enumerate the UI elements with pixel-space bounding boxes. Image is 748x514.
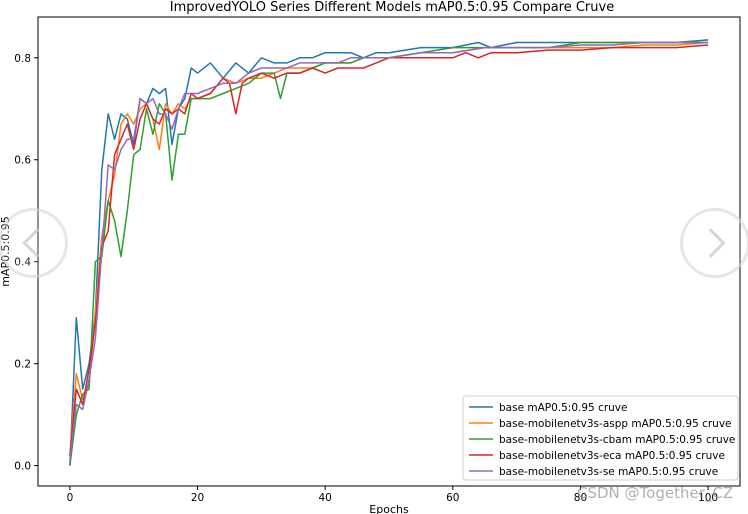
legend-entry-label: base mAP0.5:0.95 cruve xyxy=(499,402,627,414)
x-tick-label: 40 xyxy=(318,492,331,504)
legend-box xyxy=(462,395,739,481)
x-tick-label: 60 xyxy=(446,492,459,504)
x-tick-label: 100 xyxy=(698,492,718,504)
legend-entry-label: base-mobilenetv3s-eca mAP0.5:0.95 cruve xyxy=(499,450,725,462)
y-tick-label: 0.0 xyxy=(14,461,31,473)
legend-entry-label: base-mobilenetv3s-cbam mAP0.5:0.95 cruve xyxy=(499,434,735,446)
series-lines xyxy=(69,39,709,466)
series-line-1 xyxy=(69,41,709,456)
x-axis-ticks: 0 20 40 60 80 100 xyxy=(67,486,718,504)
legend-entry-label: base-mobilenetv3s-se mAP0.5:0.95 cruve xyxy=(499,466,718,478)
y-tick-label: 0.2 xyxy=(14,359,31,371)
series-line-2 xyxy=(69,41,709,466)
watermark-text: CSDN @Together_CZ xyxy=(577,484,734,502)
chart-title: ImprovedYOLO Series Different Models mAP… xyxy=(170,0,614,15)
chevron-right-icon xyxy=(695,228,726,258)
chevron-left-icon xyxy=(22,228,53,258)
series-line-4 xyxy=(69,41,709,461)
x-tick-label: 0 xyxy=(67,492,74,504)
x-tick-label: 20 xyxy=(191,492,204,504)
series-line-0 xyxy=(69,39,709,466)
legend-entry-label: base-mobilenetv3s-aspp mAP0.5:0.95 cruve xyxy=(499,418,732,430)
x-axis-label: Epochs xyxy=(369,503,409,514)
y-tick-label: 0.6 xyxy=(14,155,31,167)
prev-image-button[interactable] xyxy=(0,208,68,278)
next-image-button[interactable] xyxy=(680,208,748,278)
x-tick-label: 80 xyxy=(574,492,587,504)
series-line-3 xyxy=(69,44,709,456)
y-tick-label: 0.8 xyxy=(14,53,31,65)
legend: base mAP0.5:0.95 cruve base-mobilenetv3s-… xyxy=(462,395,739,481)
